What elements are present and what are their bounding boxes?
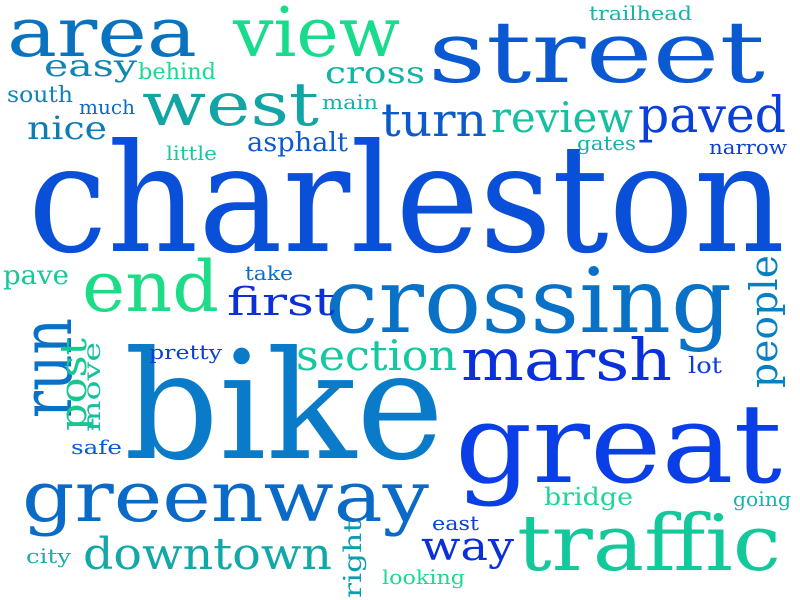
word-easy: easy: [44, 49, 137, 84]
word-downtown: downtown: [83, 529, 332, 580]
word-great: great: [455, 380, 782, 508]
word-looking: looking: [382, 565, 465, 589]
word-trailhead: trailhead: [589, 1, 692, 25]
word-east: east: [432, 511, 479, 535]
word-main: main: [322, 90, 378, 114]
word-gates: gates: [577, 131, 636, 155]
word-bike: bike: [124, 320, 444, 494]
word-right: right: [339, 520, 367, 598]
word-people: people: [742, 255, 786, 388]
word-take: take: [245, 261, 293, 285]
word-way: way: [421, 524, 514, 570]
word-nice: nice: [27, 109, 107, 147]
word-pave: pave: [3, 261, 69, 291]
word-behind: behind: [138, 60, 216, 85]
word-cross: cross: [325, 56, 425, 91]
word-much: much: [79, 95, 135, 119]
word-little: little: [166, 141, 217, 165]
word-south: south: [7, 83, 73, 108]
word-safe: safe: [71, 435, 122, 459]
word-view: view: [233, 0, 400, 73]
word-move: move: [78, 342, 106, 432]
word-crossing: crossing: [325, 249, 732, 354]
word-city: city: [26, 544, 71, 568]
word-paved: paved: [638, 86, 786, 144]
word-pretty: pretty: [149, 340, 222, 364]
word-west: west: [142, 70, 319, 140]
word-narrow: narrow: [709, 135, 787, 159]
word-lot: lot: [688, 354, 722, 379]
word-charleston: charleston: [28, 113, 785, 287]
word-street: street: [428, 4, 765, 103]
word-going: going: [733, 487, 791, 511]
word-greenway: greenway: [22, 456, 429, 538]
word-review: review: [491, 93, 633, 142]
word-traffic: traffic: [517, 499, 781, 589]
word-end: end: [82, 246, 219, 328]
word-marsh: marsh: [461, 326, 672, 394]
word-asphalt: asphalt: [247, 128, 348, 158]
word-bridge: bridge: [544, 483, 633, 511]
word-section: section: [296, 331, 457, 380]
word-area: area: [7, 0, 197, 73]
word-first: first: [227, 280, 335, 324]
word-turn: turn: [381, 93, 487, 147]
